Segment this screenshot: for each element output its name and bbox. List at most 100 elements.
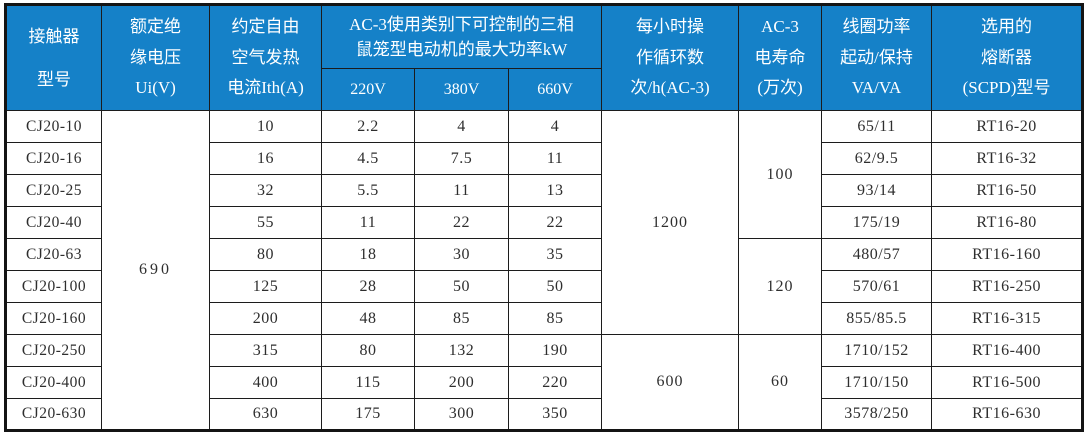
power-380v-cell: 50 [414,270,509,303]
power-380v-cell: 132 [414,334,509,367]
coil-power-cell: 65/11 [821,110,933,143]
power-220v-cell: 80 [321,334,415,367]
power-660v-cell: 22 [507,206,603,239]
power-380v-cell: 22 [414,206,509,239]
coil-power-cell: 3578/250 [821,398,933,431]
fuse-model-cell: RT16-400 [931,334,1084,367]
col-header-380v: 380V [414,68,509,111]
table-row: CJ20-250 315 80 132 190 600 60 1710/152 RT16-400 [5,334,1084,431]
model-cell: CJ20-16 [5,142,102,175]
table-row: CJ20-400 400 115 200 220 1710/150 RT16-500 [5,366,1084,399]
power-660v-cell: 190 [507,334,603,367]
fuse-model-cell: RT16-50 [931,174,1084,207]
thermal-current-cell: 16 [209,142,322,175]
power-380v-cell: 4 [414,110,509,143]
thermal-current-cell: 200 [209,302,322,335]
coil-power-cell: 62/9.5 [821,142,933,175]
model-cell: CJ20-100 [5,270,102,303]
power-380v-cell: 300 [414,398,509,431]
table-row: CJ20-63 80 18 30 35 120 480/57 RT16-160 [5,238,1084,335]
model-cell: CJ20-400 [5,366,102,399]
power-220v-cell: 175 [321,398,415,431]
electrical-life-cell: 60 [738,334,823,431]
power-380v-cell: 7.5 [414,142,509,175]
power-220v-cell: 2.2 [321,110,415,143]
model-cell: CJ20-10 [5,110,102,143]
fuse-model-cell: RT16-250 [931,270,1084,303]
fuse-model-cell: RT16-500 [931,366,1084,399]
table-row: CJ20-40 55 11 22 22 175/19 RT16-80 [5,206,1084,239]
model-cell: CJ20-250 [5,334,102,367]
table-row: CJ20-160 200 48 85 85 855/85.5 RT16-315 [5,302,1084,335]
col-header-fuse-type: 选用的 熔断器 (SCPD)型号 [931,4,1084,111]
power-660v-cell: 85 [507,302,603,335]
insulation-voltage-cell: 690 [101,110,210,431]
thermal-current-cell: 80 [209,238,322,271]
table-row: CJ20-630 630 175 300 350 3578/250 RT16-630 [5,398,1084,431]
cycles-cell: 600 [601,334,740,431]
coil-power-cell: 570/61 [821,270,933,303]
power-660v-cell: 220 [507,366,603,399]
thermal-current-cell: 315 [209,334,322,367]
fuse-model-cell: RT16-630 [931,398,1084,431]
power-660v-cell: 50 [507,270,603,303]
power-220v-cell: 11 [321,206,415,239]
col-header-coil-power: 线圈功率 起动/保持 VA/VA [821,4,933,111]
fuse-model-cell: RT16-80 [931,206,1084,239]
power-660v-cell: 4 [507,110,603,143]
table-header: 接触器 型号 额定绝 缘电压 Ui(V) 约定自由 空气发热 电流Ith(A) … [5,4,1084,111]
col-header-rated-insulation-voltage: 额定绝 缘电压 Ui(V) [101,4,210,111]
fuse-model-cell: RT16-32 [931,142,1084,175]
col-header-contactor-model: 接触器 型号 [5,4,102,111]
col-header-free-air-thermal-current: 约定自由 空气发热 电流Ith(A) [209,4,322,111]
coil-power-cell: 480/57 [821,238,933,271]
thermal-current-cell: 55 [209,206,322,239]
table-row: CJ20-16 16 4.5 7.5 11 62/9.5 RT16-32 [5,142,1084,175]
power-380v-cell: 85 [414,302,509,335]
power-660v-cell: 350 [507,398,603,431]
contactor-spec-table: 接触器 型号 额定绝 缘电压 Ui(V) 约定自由 空气发热 电流Ith(A) … [4,3,1085,432]
table-row: CJ20-25 32 5.5 11 13 93/14 RT16-50 [5,174,1084,207]
cycles-cell: 1200 [601,110,740,335]
col-header-660v: 660V [507,68,603,111]
col-header-ac3-electrical-life: AC-3 电寿命 (万次) [738,4,823,111]
model-cell: CJ20-25 [5,174,102,207]
model-cell: CJ20-630 [5,398,102,431]
power-220v-cell: 4.5 [321,142,415,175]
coil-power-cell: 855/85.5 [821,302,933,335]
power-660v-cell: 11 [507,142,603,175]
electrical-life-cell: 120 [738,238,823,335]
thermal-current-cell: 125 [209,270,322,303]
thermal-current-cell: 400 [209,366,322,399]
thermal-current-cell: 630 [209,398,322,431]
fuse-model-cell: RT16-315 [931,302,1084,335]
model-cell: CJ20-63 [5,238,102,271]
table-row: CJ20-10 690 10 2.2 4 4 1200 100 65/11 RT16-20 [5,110,1084,431]
model-cell: CJ20-40 [5,206,102,239]
power-380v-cell: 30 [414,238,509,271]
coil-power-cell: 93/14 [821,174,933,207]
power-660v-cell: 13 [507,174,603,207]
power-380v-cell: 11 [414,174,509,207]
power-220v-cell: 48 [321,302,415,335]
table-body: CJ20-10 690 10 2.2 4 4 1200 100 65/11 RT16-20 CJ20… [5,110,1084,431]
power-220v-cell: 115 [321,366,415,399]
col-header-ac3-max-power-group: AC-3使用类别下可控制的三相 鼠笼型电动机的最大功率kW [320,4,603,69]
power-220v-cell: 5.5 [321,174,415,207]
coil-power-cell: 1710/150 [821,366,933,399]
power-380v-cell: 200 [414,366,509,399]
col-header-cycles-per-hour: 每小时操 作循环数 次/h(AC-3) [601,4,740,111]
fuse-model-cell: RT16-20 [931,110,1084,143]
coil-power-cell: 1710/152 [821,334,933,367]
electrical-life-cell: 100 [738,110,823,239]
coil-power-cell: 175/19 [821,206,933,239]
table-row: CJ20-100 125 28 50 50 570/61 RT16-250 [5,270,1084,303]
power-220v-cell: 28 [321,270,415,303]
thermal-current-cell: 10 [209,110,322,143]
model-cell: CJ20-160 [5,302,102,335]
power-220v-cell: 18 [321,238,415,271]
fuse-model-cell: RT16-160 [931,238,1084,271]
thermal-current-cell: 32 [209,174,322,207]
col-header-220v: 220V [321,68,415,111]
